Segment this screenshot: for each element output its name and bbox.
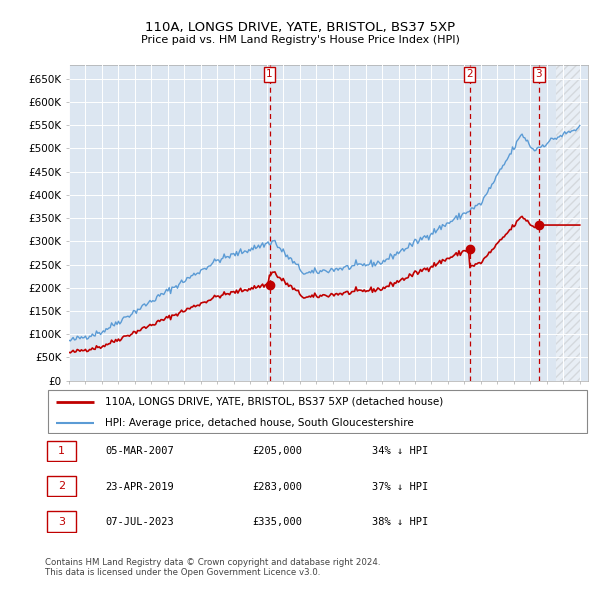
Text: 38% ↓ HPI: 38% ↓ HPI — [372, 517, 428, 527]
FancyBboxPatch shape — [48, 391, 587, 433]
Text: 1: 1 — [266, 69, 273, 79]
Text: 23-APR-2019: 23-APR-2019 — [105, 482, 174, 491]
FancyBboxPatch shape — [47, 512, 76, 532]
Text: 2: 2 — [58, 481, 65, 491]
Text: £335,000: £335,000 — [252, 517, 302, 527]
Text: £205,000: £205,000 — [252, 447, 302, 456]
Text: 110A, LONGS DRIVE, YATE, BRISTOL, BS37 5XP: 110A, LONGS DRIVE, YATE, BRISTOL, BS37 5… — [145, 21, 455, 34]
Text: Contains HM Land Registry data © Crown copyright and database right 2024.
This d: Contains HM Land Registry data © Crown c… — [45, 558, 380, 577]
Text: 110A, LONGS DRIVE, YATE, BRISTOL, BS37 5XP (detached house): 110A, LONGS DRIVE, YATE, BRISTOL, BS37 5… — [105, 397, 443, 407]
Text: 3: 3 — [58, 517, 65, 526]
Text: 37% ↓ HPI: 37% ↓ HPI — [372, 482, 428, 491]
Text: 1: 1 — [58, 446, 65, 455]
Text: 07-JUL-2023: 07-JUL-2023 — [105, 517, 174, 527]
Text: 05-MAR-2007: 05-MAR-2007 — [105, 447, 174, 456]
Text: 2: 2 — [466, 69, 473, 79]
Text: 3: 3 — [536, 69, 542, 79]
FancyBboxPatch shape — [47, 441, 76, 461]
Text: HPI: Average price, detached house, South Gloucestershire: HPI: Average price, detached house, Sout… — [105, 418, 414, 428]
FancyBboxPatch shape — [47, 476, 76, 496]
Text: £283,000: £283,000 — [252, 482, 302, 491]
Text: Price paid vs. HM Land Registry's House Price Index (HPI): Price paid vs. HM Land Registry's House … — [140, 35, 460, 45]
Text: 34% ↓ HPI: 34% ↓ HPI — [372, 447, 428, 456]
